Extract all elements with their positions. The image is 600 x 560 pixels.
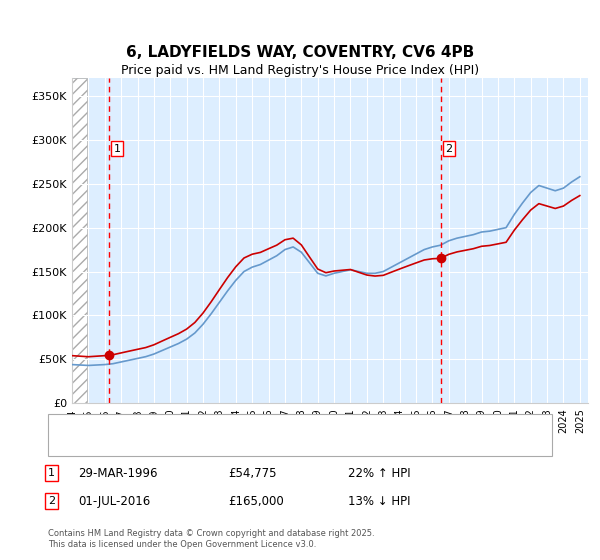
Text: 6, LADYFIELDS WAY, COVENTRY, CV6 4PB: 6, LADYFIELDS WAY, COVENTRY, CV6 4PB (126, 45, 474, 60)
Text: 6, LADYFIELDS WAY, COVENTRY, CV6 4PB (semi-detached house): 6, LADYFIELDS WAY, COVENTRY, CV6 4PB (se… (93, 424, 431, 434)
Text: £165,000: £165,000 (228, 494, 284, 508)
Text: ——: —— (63, 422, 88, 436)
Text: Contains HM Land Registry data © Crown copyright and database right 2025.
This d: Contains HM Land Registry data © Crown c… (48, 529, 374, 549)
Text: 2: 2 (48, 496, 55, 506)
Text: 22% ↑ HPI: 22% ↑ HPI (348, 466, 410, 480)
Bar (72, 78, 87, 403)
Text: 1: 1 (48, 468, 55, 478)
Text: Price paid vs. HM Land Registry's House Price Index (HPI): Price paid vs. HM Land Registry's House … (121, 64, 479, 77)
Text: 1: 1 (113, 143, 121, 153)
Text: ——: —— (63, 438, 88, 452)
Text: £54,775: £54,775 (228, 466, 277, 480)
Text: 2: 2 (445, 143, 452, 153)
Text: HPI: Average price, semi-detached house, Coventry: HPI: Average price, semi-detached house,… (93, 440, 362, 450)
Text: 29-MAR-1996: 29-MAR-1996 (78, 466, 157, 480)
Text: 01-JUL-2016: 01-JUL-2016 (78, 494, 150, 508)
Text: 13% ↓ HPI: 13% ↓ HPI (348, 494, 410, 508)
